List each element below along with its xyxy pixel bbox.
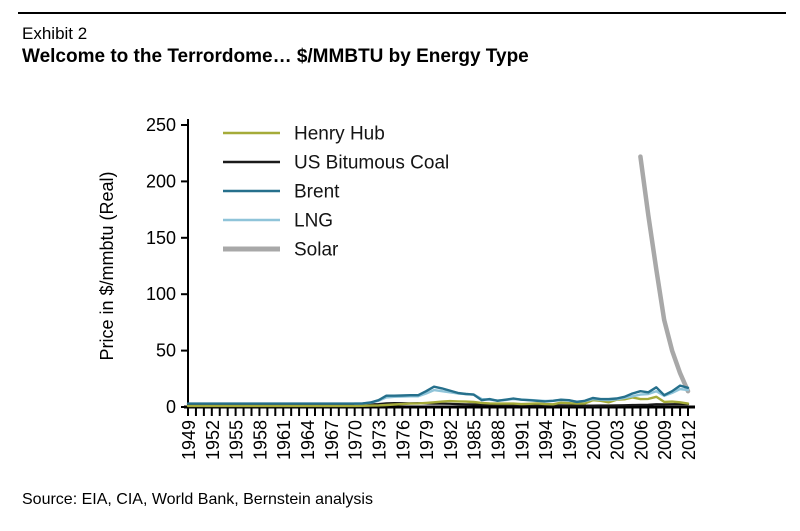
y-tick-label: 150 xyxy=(146,228,176,248)
exhibit-label: Exhibit 2 xyxy=(22,24,88,43)
legend-label-solar: Solar xyxy=(294,240,339,261)
x-tick-label: 1949 xyxy=(179,420,199,460)
legend-label-lng: LNG xyxy=(294,211,333,232)
x-tick-label: 2006 xyxy=(631,420,651,460)
legend-label-brent: Brent xyxy=(294,182,340,203)
legend-label-us-bitumous-coal: US Bitumous Coal xyxy=(294,153,449,174)
x-tick-label: 1973 xyxy=(369,420,389,460)
series-line-solar xyxy=(638,154,691,394)
y-tick-label: 250 xyxy=(146,115,176,135)
y-tick-label: 50 xyxy=(156,341,176,361)
y-tick-label: 0 xyxy=(166,397,176,417)
legend: Henry Hub US Bitumous Coal Brent LNG Solar xyxy=(223,124,449,261)
x-tick-label: 1979 xyxy=(417,420,437,460)
chart-area: 0 50 100 150 200 250 1949 1952 1955 1958 1961 1964 1… xyxy=(90,105,730,483)
x-tick-label: 1991 xyxy=(512,420,532,460)
y-tick-label: 100 xyxy=(146,284,176,304)
x-tick-label: 1985 xyxy=(465,420,485,460)
x-tick-label: 1958 xyxy=(250,420,270,460)
series-line-henry-hub xyxy=(186,395,690,408)
x-tick-label: 1964 xyxy=(298,420,318,460)
exhibit-divider xyxy=(18,12,786,14)
x-tick-label: 2000 xyxy=(584,420,604,460)
legend-label-henry-hub: Henry Hub xyxy=(294,124,385,145)
source-text: Source: EIA, CIA, World Bank, Bernstein … xyxy=(22,491,373,508)
x-tick-label: 1970 xyxy=(346,420,366,460)
x-tick-label: 1955 xyxy=(227,420,247,460)
x-tick-label: 2012 xyxy=(679,420,699,460)
series-line-brent xyxy=(186,384,690,405)
x-tick-label: 1988 xyxy=(489,420,509,460)
chart-title: Welcome to the Terrordome… $/MMBTU by En… xyxy=(22,46,529,67)
x-tick-label: 1997 xyxy=(560,420,580,460)
x-tick-label: 2009 xyxy=(655,420,675,460)
y-axis-title: Price in $/mmbtu (Real) xyxy=(97,171,117,360)
x-tick-label: 1967 xyxy=(322,420,342,460)
x-tick-label: 1994 xyxy=(536,420,556,460)
x-tick-label: 1976 xyxy=(393,420,413,460)
y-tick-label: 200 xyxy=(146,171,176,191)
x-tick-label: 2003 xyxy=(608,420,628,460)
x-tick-label: 1982 xyxy=(441,420,461,460)
x-tick-label: 1961 xyxy=(274,420,294,460)
x-tick-label: 1952 xyxy=(203,420,223,460)
